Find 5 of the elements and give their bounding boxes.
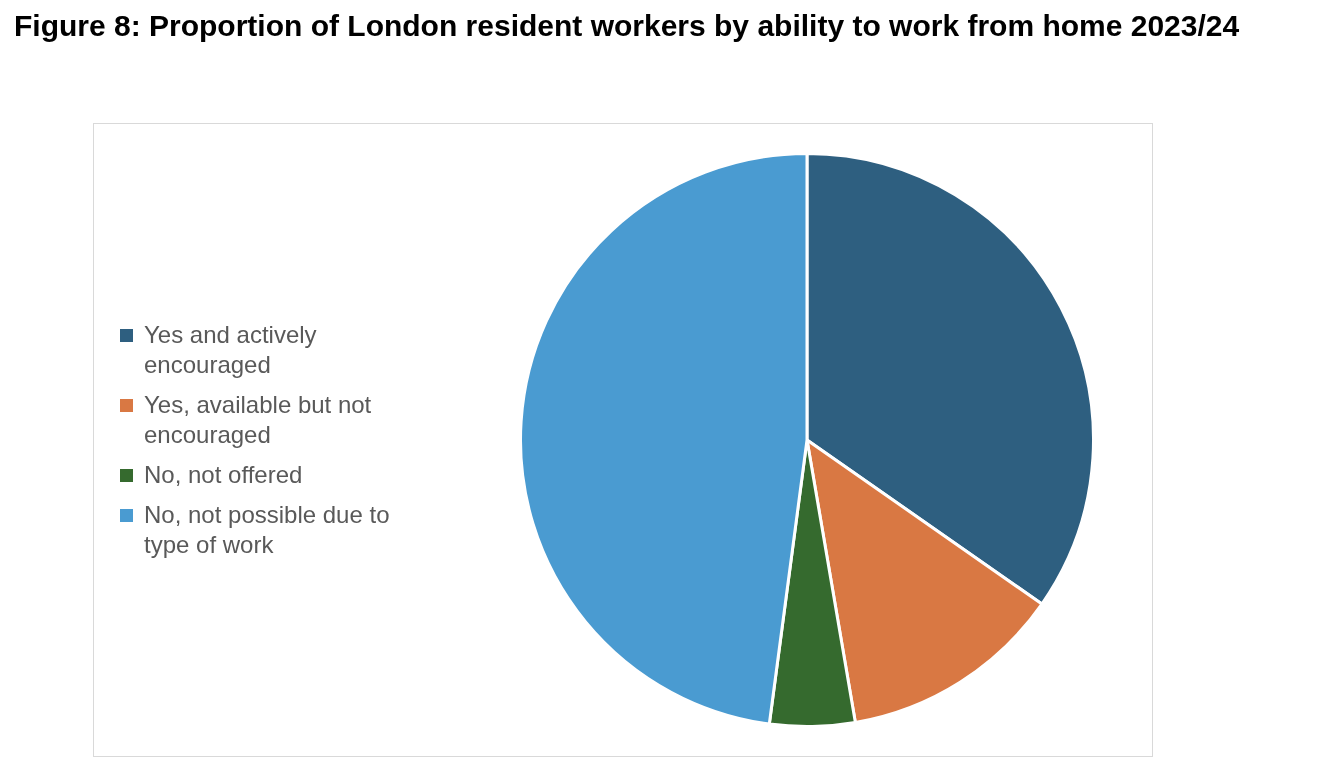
legend-label: No, not offered <box>144 461 303 488</box>
legend-label: Yes, available but not encouraged <box>144 391 372 448</box>
legend-label: No, not possible due to type of work <box>144 501 390 558</box>
chart-title: Figure 8: Proportion of London resident workers by ability to work from home 2023/24 <box>14 8 1241 44</box>
legend-label: Yes and actively encouraged <box>144 321 317 378</box>
